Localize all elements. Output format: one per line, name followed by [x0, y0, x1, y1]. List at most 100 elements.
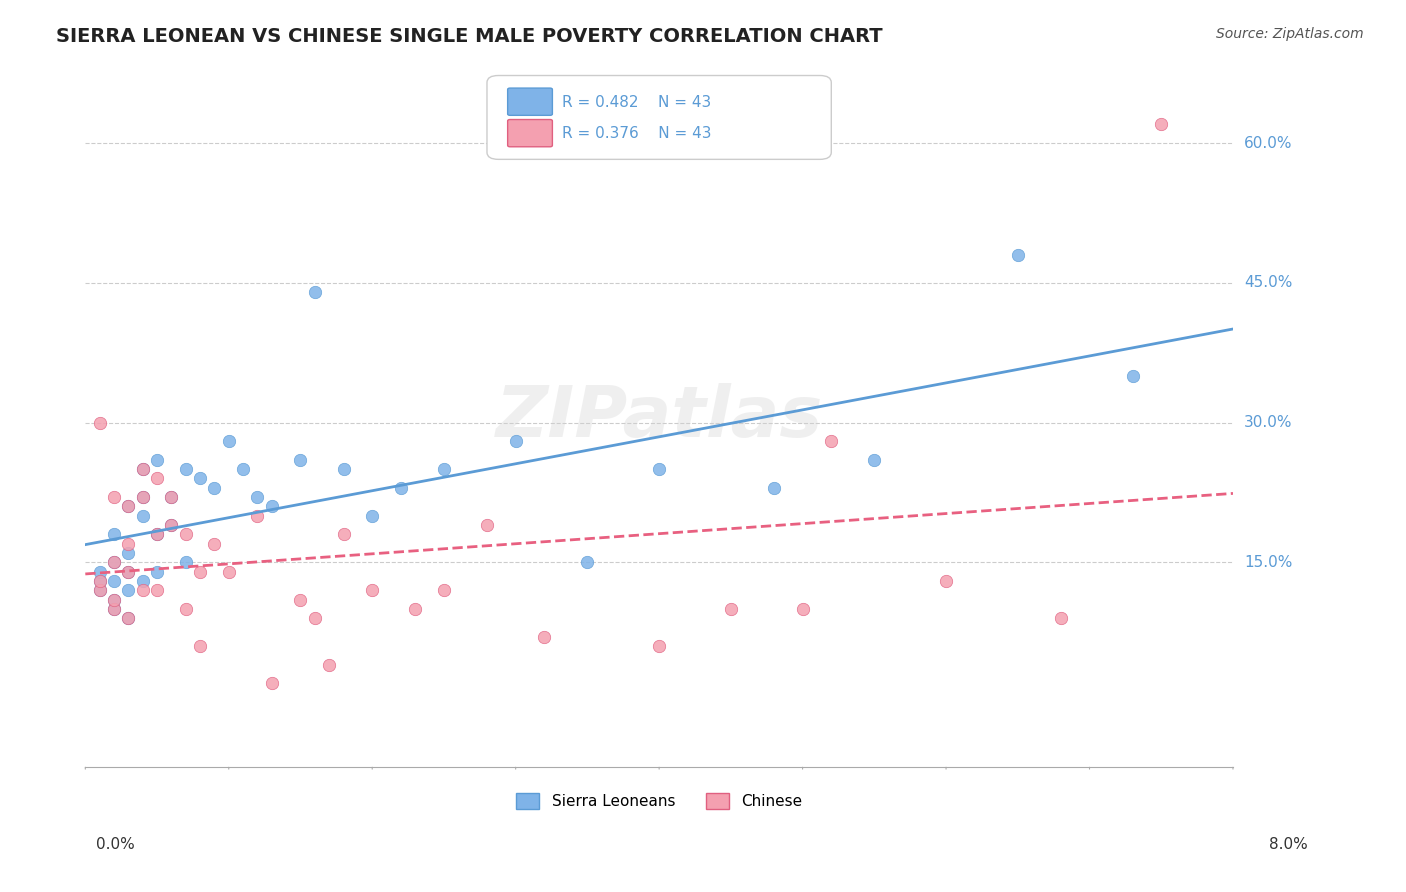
Chinese — [1150, 117, 1173, 131]
Sierra Leoneans — [188, 471, 211, 485]
Sierra Leoneans — [648, 462, 671, 476]
Chinese — [174, 527, 197, 541]
Chinese — [103, 602, 125, 616]
Sierra Leoneans — [232, 462, 254, 476]
Chinese — [103, 592, 125, 607]
FancyBboxPatch shape — [508, 88, 553, 115]
Sierra Leoneans — [146, 527, 169, 541]
Text: R = 0.376    N = 43: R = 0.376 N = 43 — [561, 126, 711, 141]
Chinese — [188, 565, 211, 579]
Text: 45.0%: 45.0% — [1244, 276, 1292, 290]
Chinese — [103, 555, 125, 569]
Sierra Leoneans — [146, 452, 169, 467]
Sierra Leoneans — [103, 574, 125, 588]
Sierra Leoneans — [117, 565, 139, 579]
Sierra Leoneans — [160, 518, 183, 533]
Chinese — [117, 611, 139, 625]
Chinese — [160, 518, 183, 533]
Sierra Leoneans — [863, 452, 886, 467]
Sierra Leoneans — [290, 452, 312, 467]
Sierra Leoneans — [174, 555, 197, 569]
Chinese — [146, 527, 169, 541]
Sierra Leoneans — [117, 611, 139, 625]
Chinese — [146, 583, 169, 598]
Sierra Leoneans — [131, 490, 153, 504]
Sierra Leoneans — [304, 285, 326, 299]
Chinese — [202, 536, 225, 550]
Sierra Leoneans — [361, 508, 384, 523]
Chinese — [89, 416, 111, 430]
Sierra Leoneans — [202, 481, 225, 495]
Chinese — [361, 583, 384, 598]
Text: 60.0%: 60.0% — [1244, 136, 1292, 151]
Chinese — [117, 536, 139, 550]
Chinese — [89, 574, 111, 588]
Sierra Leoneans — [174, 462, 197, 476]
Sierra Leoneans — [332, 462, 354, 476]
Sierra Leoneans — [131, 574, 153, 588]
Chinese — [433, 583, 456, 598]
Chinese — [117, 565, 139, 579]
Chinese — [720, 602, 742, 616]
Sierra Leoneans — [89, 583, 111, 598]
Chinese — [304, 611, 326, 625]
Sierra Leoneans — [246, 490, 269, 504]
Sierra Leoneans — [1122, 368, 1144, 383]
Chinese — [648, 639, 671, 653]
Chinese — [935, 574, 957, 588]
Chinese — [260, 676, 283, 690]
Sierra Leoneans — [103, 555, 125, 569]
FancyBboxPatch shape — [508, 120, 553, 147]
Text: SIERRA LEONEAN VS CHINESE SINGLE MALE POVERTY CORRELATION CHART: SIERRA LEONEAN VS CHINESE SINGLE MALE PO… — [56, 27, 883, 45]
Sierra Leoneans — [117, 546, 139, 560]
Sierra Leoneans — [103, 527, 125, 541]
Sierra Leoneans — [260, 500, 283, 514]
Text: 30.0%: 30.0% — [1244, 415, 1292, 430]
Sierra Leoneans — [146, 565, 169, 579]
Sierra Leoneans — [433, 462, 456, 476]
Chinese — [533, 630, 555, 644]
Chinese — [146, 471, 169, 485]
Sierra Leoneans — [89, 574, 111, 588]
Chinese — [404, 602, 426, 616]
Chinese — [792, 602, 814, 616]
Text: 8.0%: 8.0% — [1268, 837, 1308, 852]
Chinese — [117, 500, 139, 514]
Chinese — [174, 602, 197, 616]
Text: R = 0.482    N = 43: R = 0.482 N = 43 — [561, 95, 711, 110]
Sierra Leoneans — [160, 490, 183, 504]
Chinese — [188, 639, 211, 653]
Sierra Leoneans — [89, 565, 111, 579]
Sierra Leoneans — [1007, 248, 1029, 262]
Sierra Leoneans — [131, 462, 153, 476]
Chinese — [820, 434, 842, 449]
Sierra Leoneans — [576, 555, 599, 569]
Sierra Leoneans — [389, 481, 412, 495]
Sierra Leoneans — [103, 602, 125, 616]
Chinese — [218, 565, 240, 579]
Chinese — [131, 583, 153, 598]
Text: 0.0%: 0.0% — [96, 837, 135, 852]
Sierra Leoneans — [505, 434, 527, 449]
Text: Source: ZipAtlas.com: Source: ZipAtlas.com — [1216, 27, 1364, 41]
Legend: Sierra Leoneans, Chinese: Sierra Leoneans, Chinese — [510, 788, 808, 815]
Chinese — [131, 490, 153, 504]
Chinese — [475, 518, 498, 533]
Chinese — [318, 657, 340, 672]
Chinese — [290, 592, 312, 607]
Sierra Leoneans — [117, 500, 139, 514]
Sierra Leoneans — [131, 508, 153, 523]
Text: 15.0%: 15.0% — [1244, 555, 1292, 570]
Chinese — [103, 490, 125, 504]
Sierra Leoneans — [218, 434, 240, 449]
Text: ZIPatlas: ZIPatlas — [495, 384, 823, 452]
Sierra Leoneans — [103, 592, 125, 607]
Chinese — [131, 462, 153, 476]
Chinese — [246, 508, 269, 523]
Chinese — [160, 490, 183, 504]
FancyBboxPatch shape — [486, 76, 831, 160]
Chinese — [89, 583, 111, 598]
Sierra Leoneans — [117, 583, 139, 598]
Chinese — [1049, 611, 1071, 625]
Chinese — [332, 527, 354, 541]
